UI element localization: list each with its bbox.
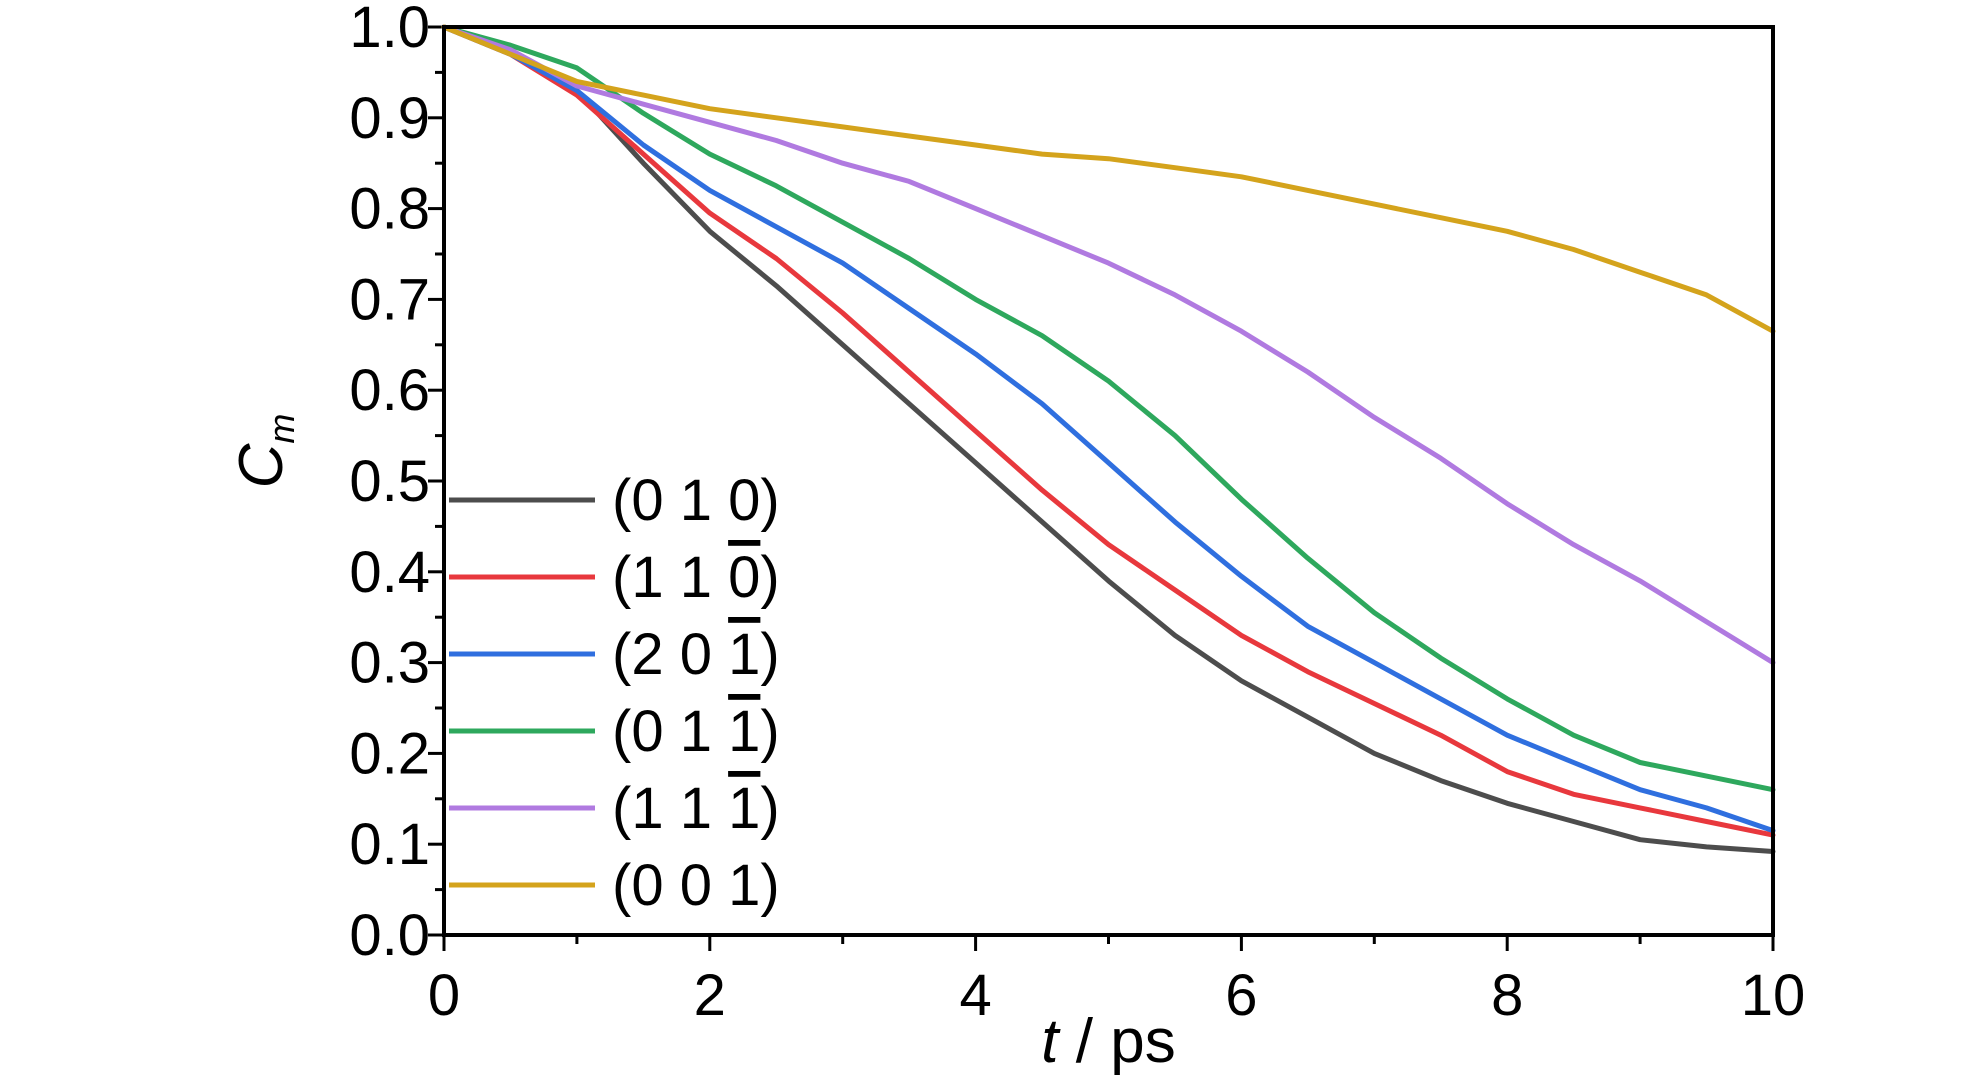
x-axis-title-italic: t [1041, 1007, 1061, 1076]
y-tick-label: 0.4 [349, 540, 430, 605]
legend-paren-open: ( [612, 468, 631, 533]
legend-space [712, 622, 728, 687]
legend-paren-close: ) [760, 776, 779, 841]
y-axis-title-main: C [227, 442, 296, 488]
x-axis-title-rest: / ps [1059, 1007, 1176, 1076]
x-tick-label: 4 [959, 963, 991, 1028]
legend-index-1: 0 [631, 699, 663, 764]
legend-space [664, 853, 680, 918]
legend-space [712, 776, 728, 841]
series-line-1 [441, 24, 1776, 838]
y-tick-label: 0.1 [349, 812, 430, 877]
y-tick-label: 0.6 [349, 358, 430, 423]
legend-index-3: 1 [728, 776, 760, 841]
x-axis-title: t / ps [1041, 1007, 1175, 1076]
y-axis-title-sub: m [261, 414, 302, 444]
series-line-4 [441, 24, 1776, 666]
series-layer [441, 24, 1776, 854]
legend-index-1: 1 [631, 545, 663, 610]
legend-paren-close: ) [760, 468, 779, 533]
y-tick-label: 0.5 [349, 449, 430, 514]
series-line-3 [441, 24, 1776, 793]
x-tick-label: 8 [1491, 963, 1523, 1028]
series-line-0 [441, 24, 1776, 854]
x-tick-label: 0 [428, 963, 460, 1028]
legend-space [712, 545, 728, 610]
series-line-5 [441, 24, 1776, 334]
legend-index-1: 0 [631, 853, 663, 918]
legend-label: (2 0 1) [612, 622, 780, 687]
legend-space [712, 853, 728, 918]
y-tick-label: 0.8 [349, 177, 430, 242]
legend-index-1: 2 [631, 622, 663, 687]
legend-index-3: 1 [728, 853, 760, 918]
legend-space [664, 776, 680, 841]
plot-frame [442, 25, 1775, 937]
legend-paren-close: ) [760, 853, 779, 918]
legend-index-3: 0 [728, 468, 760, 533]
legend-label: (1 1 1) [612, 776, 780, 841]
legend-label: (1 1 0) [612, 545, 780, 610]
legend-index-2: 1 [680, 468, 712, 533]
legend-index-2: 0 [680, 622, 712, 687]
legend-space [664, 545, 680, 610]
y-tick-label: 1.0 [349, 0, 430, 60]
y-tick-label: 0.7 [349, 267, 430, 332]
y-axis-title: Cm [227, 414, 302, 489]
legend-paren-close: ) [760, 622, 779, 687]
legend-space [664, 622, 680, 687]
x-tick-label: 6 [1225, 963, 1257, 1028]
x-tick-label: 10 [1741, 963, 1806, 1028]
legend-paren-open: ( [612, 545, 631, 610]
legend-space [712, 468, 728, 533]
y-tick-label: 0.2 [349, 721, 430, 786]
legend-paren-open: ( [612, 699, 631, 764]
legend-paren-open: ( [612, 853, 631, 918]
legend-paren-open: ( [612, 776, 631, 841]
legend-label: (0 1 1) [612, 699, 780, 764]
legend-index-1: 1 [631, 776, 663, 841]
legend-space [712, 699, 728, 764]
legend-paren-open: ( [612, 622, 631, 687]
axes: 0 2 4 6 8 100.00.10.20.30.40.50.60.70.80.91.0 [349, 0, 1805, 1028]
legend-index-2: 1 [680, 776, 712, 841]
legend-space [664, 699, 680, 764]
series-line-2 [441, 24, 1776, 834]
y-tick-label: 0.9 [349, 86, 430, 151]
legend-index-3: 1 [728, 622, 760, 687]
legend-label: (0 1 0) [612, 468, 780, 533]
y-tick-label: 0.3 [349, 631, 430, 696]
y-tick-label: 0.0 [349, 903, 430, 968]
legend-index-3: 0 [728, 545, 760, 610]
legend-index-2: 0 [680, 853, 712, 918]
legend-index-3: 1 [728, 699, 760, 764]
legend-index-2: 1 [680, 699, 712, 764]
legend-label: (0 0 1) [612, 853, 780, 918]
legend-paren-close: ) [760, 699, 779, 764]
legend: (0 1 0)(1 1 0)(2 0 1)(0 1 1)(1 1 1)(0 0 … [449, 468, 780, 918]
legend-index-2: 1 [680, 545, 712, 610]
legend-paren-close: ) [760, 545, 779, 610]
legend-index-1: 0 [631, 468, 663, 533]
x-tick-label: 2 [694, 963, 726, 1028]
legend-space [664, 468, 680, 533]
